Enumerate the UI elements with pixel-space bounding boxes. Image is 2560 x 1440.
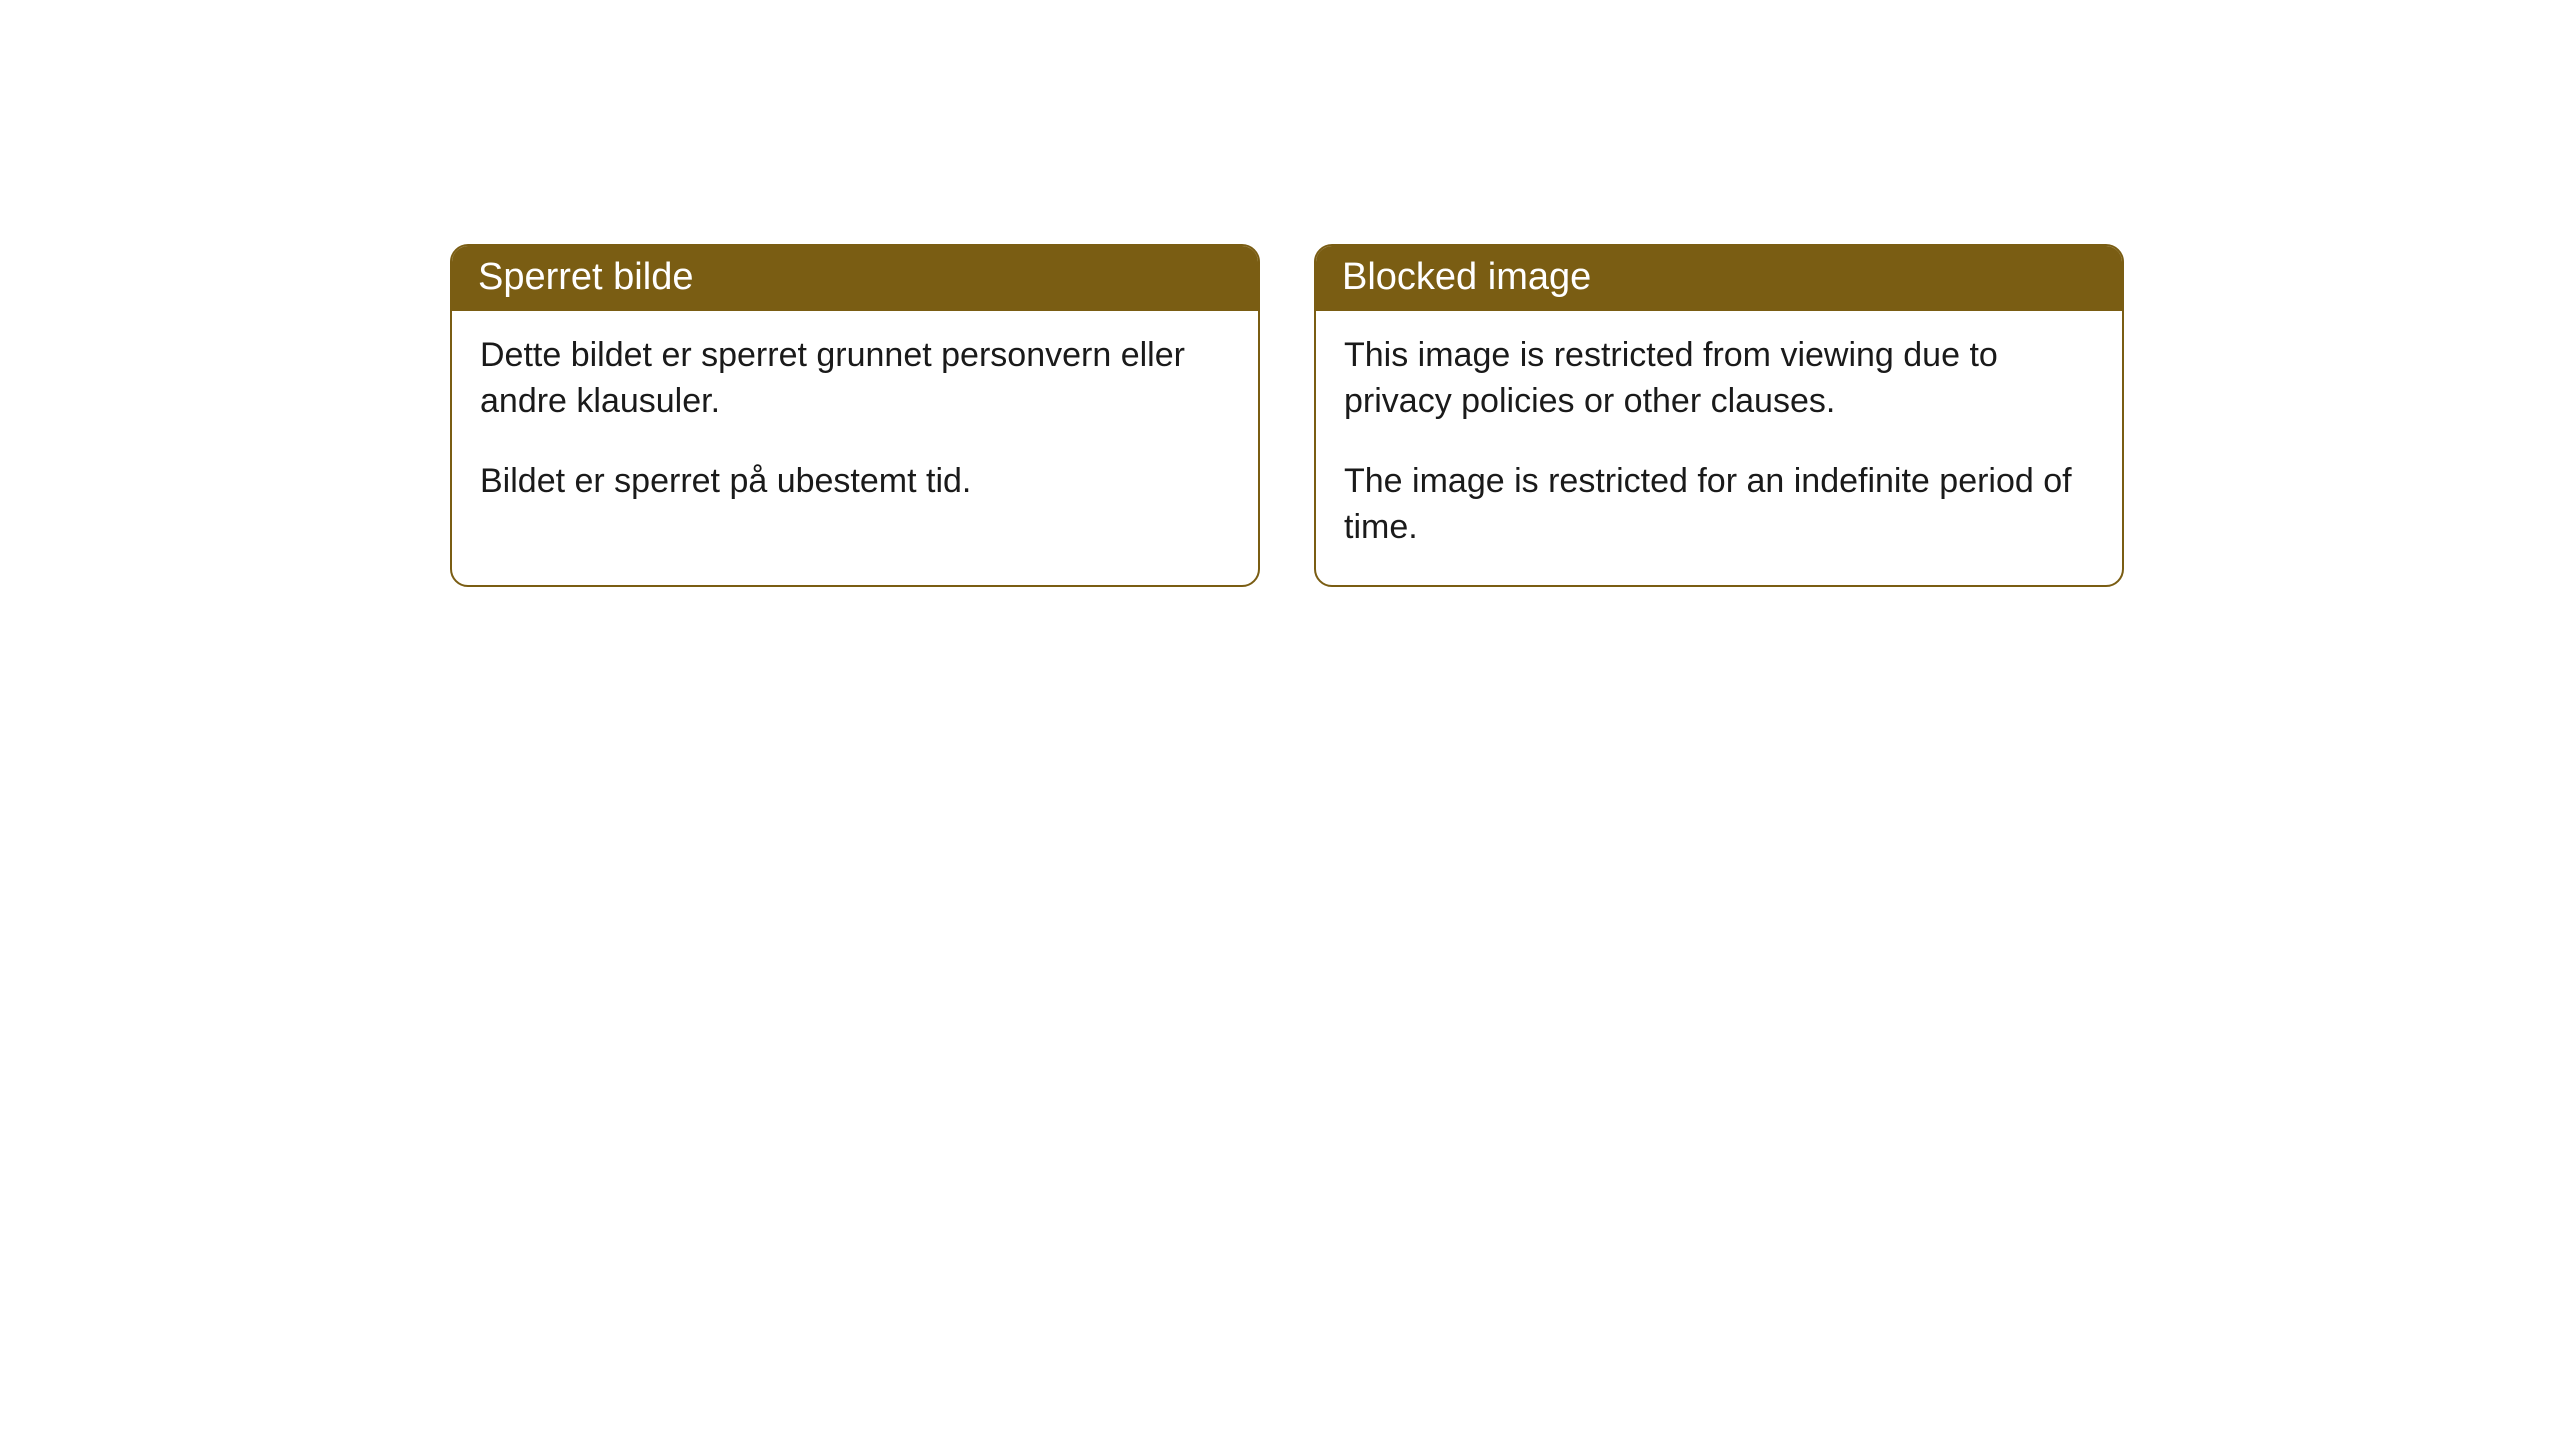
card-body-en: This image is restricted from viewing du… [1316,311,2122,585]
blocked-image-card-en: Blocked image This image is restricted f… [1314,244,2124,587]
card-body-no: Dette bildet er sperret grunnet personve… [452,311,1258,539]
card-paragraph-2-en: The image is restricted for an indefinit… [1344,459,2094,551]
card-paragraph-2-no: Bildet er sperret på ubestemt tid. [480,459,1230,505]
card-paragraph-1-en: This image is restricted from viewing du… [1344,333,2094,425]
card-paragraph-1-no: Dette bildet er sperret grunnet personve… [480,333,1230,425]
notice-container: Sperret bilde Dette bildet er sperret gr… [0,0,2560,587]
card-header-en: Blocked image [1316,246,2122,311]
card-header-no: Sperret bilde [452,246,1258,311]
blocked-image-card-no: Sperret bilde Dette bildet er sperret gr… [450,244,1260,587]
